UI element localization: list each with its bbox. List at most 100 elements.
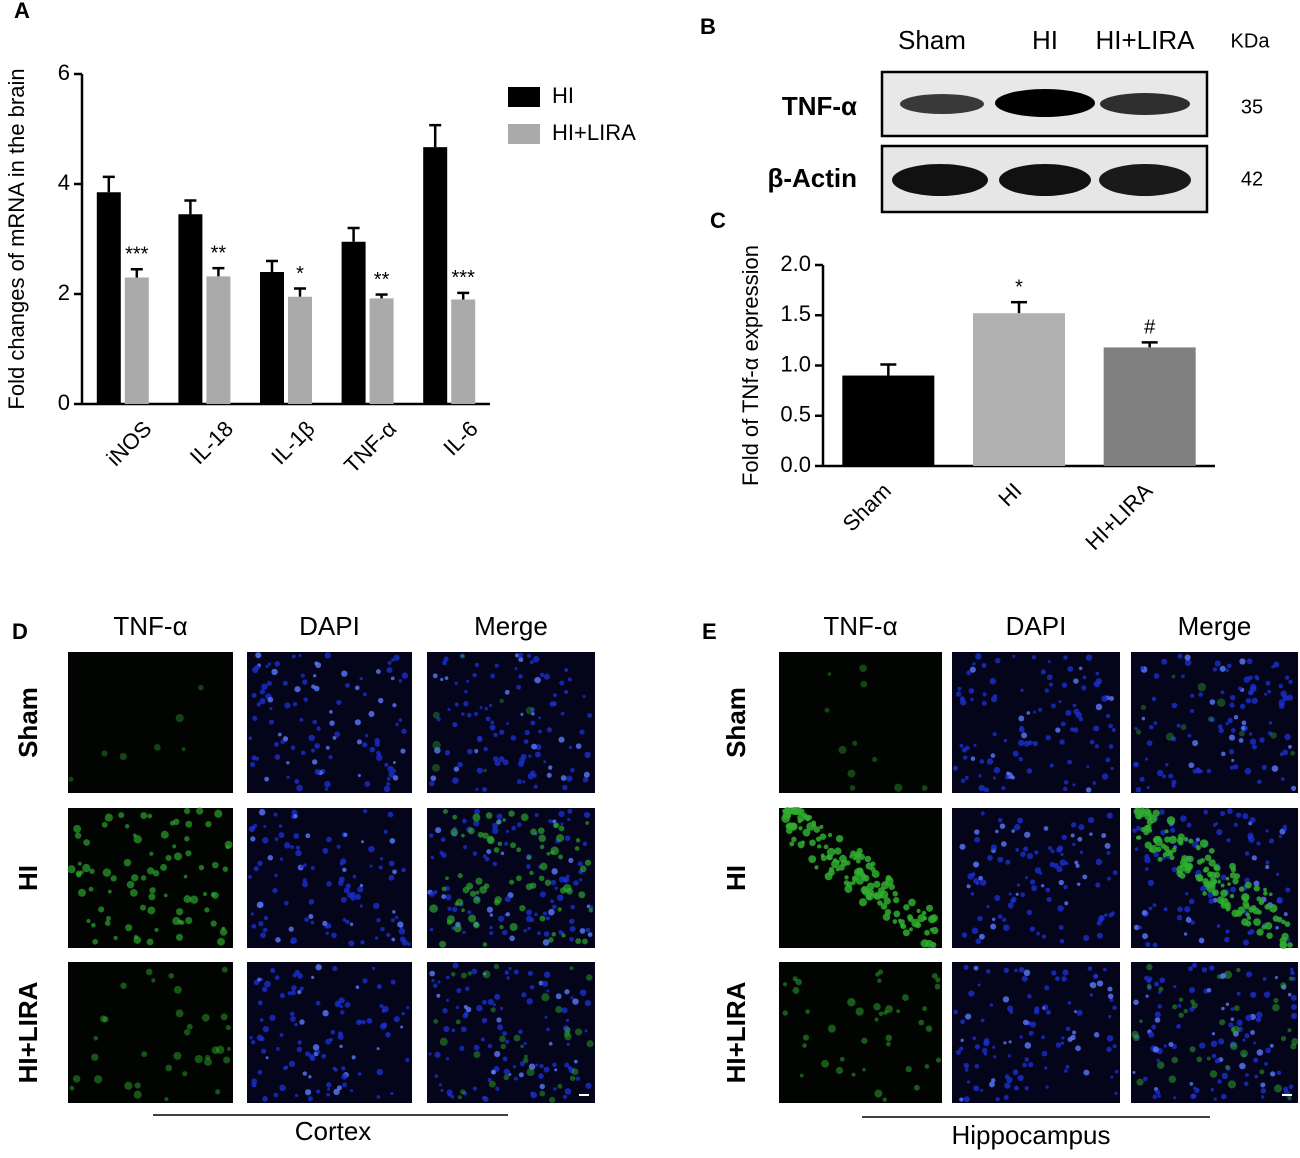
nucleus — [294, 779, 300, 785]
nucleus — [381, 1009, 386, 1013]
stain — [1229, 862, 1236, 870]
stain — [140, 875, 147, 881]
nucleus — [376, 1068, 384, 1076]
nucleus — [497, 1024, 504, 1031]
nucleus — [502, 929, 508, 936]
nucleus — [1157, 1004, 1162, 1009]
nucleus — [533, 773, 537, 778]
nucleus — [261, 1048, 267, 1054]
nucleus — [1206, 987, 1212, 993]
stain — [896, 1009, 901, 1014]
nucleus — [1039, 871, 1043, 875]
nucleus — [464, 986, 470, 991]
stain — [149, 887, 156, 894]
nucleus — [489, 925, 493, 930]
y-tick-label: 1.5 — [780, 301, 811, 326]
nucleus — [267, 854, 274, 861]
stain — [544, 879, 552, 886]
nucleus — [284, 900, 289, 906]
nucleus — [1096, 920, 1102, 926]
nucleus — [1107, 876, 1112, 881]
stain — [149, 851, 154, 856]
stain — [880, 881, 890, 890]
nucleus — [1147, 879, 1155, 886]
nucleus — [1212, 823, 1217, 827]
nucleus — [1044, 1066, 1048, 1070]
stain — [1256, 909, 1262, 915]
nucleus — [376, 917, 381, 923]
nucleus — [990, 923, 997, 930]
nucleus — [1085, 654, 1093, 661]
nucleus — [514, 653, 520, 658]
stain — [1270, 732, 1277, 739]
nucleus — [965, 1013, 972, 1020]
nucleus — [1244, 767, 1252, 775]
stain — [871, 870, 880, 878]
stain — [858, 898, 868, 907]
nucleus — [1159, 977, 1166, 984]
stain — [817, 844, 822, 849]
stain — [849, 785, 856, 791]
nucleus — [1153, 851, 1159, 858]
stain — [432, 740, 441, 750]
nucleus — [336, 699, 342, 706]
nucleus — [1170, 827, 1176, 833]
nucleus — [376, 1095, 381, 1099]
nucleus — [582, 776, 589, 783]
stain — [1136, 835, 1142, 840]
nucleus — [562, 1094, 568, 1100]
bar — [260, 272, 284, 404]
stain — [69, 1085, 75, 1091]
nucleus — [434, 1051, 441, 1058]
nucleus — [1018, 756, 1023, 762]
stain — [196, 807, 204, 815]
nucleus — [506, 976, 510, 980]
stain — [173, 852, 183, 861]
nucleus — [392, 775, 399, 781]
stain — [429, 904, 438, 913]
nucleus — [500, 851, 505, 856]
nucleus — [1057, 845, 1064, 852]
nucleus — [1144, 757, 1149, 761]
nucleus — [587, 932, 593, 937]
nucleus — [554, 886, 558, 890]
nucleus — [1040, 883, 1045, 888]
stain — [485, 812, 493, 819]
nucleus — [379, 857, 384, 861]
nucleus — [1244, 851, 1250, 856]
stain — [802, 812, 808, 818]
stain — [557, 1083, 563, 1089]
nucleus — [1157, 990, 1162, 995]
nucleus — [462, 1091, 468, 1096]
nucleus — [436, 993, 441, 998]
nucleus — [553, 1087, 557, 1091]
nucleus — [1184, 906, 1191, 913]
stain — [160, 830, 169, 839]
nucleus — [350, 1089, 354, 1093]
nucleus — [990, 753, 996, 758]
nucleus — [533, 784, 538, 789]
nucleus — [1225, 668, 1229, 672]
nucleus — [429, 833, 434, 838]
nucleus — [977, 983, 981, 987]
stain — [1264, 922, 1273, 930]
nucleus — [1165, 763, 1169, 767]
stain — [1156, 1061, 1165, 1070]
nucleus — [1078, 717, 1084, 722]
nucleus — [391, 937, 396, 942]
stain — [1256, 928, 1264, 936]
nucleus — [1092, 781, 1097, 785]
stain — [160, 863, 168, 871]
stain — [519, 905, 526, 912]
nucleus — [332, 1066, 337, 1071]
nucleus — [989, 678, 997, 685]
nucleus — [401, 672, 409, 679]
stain — [1244, 881, 1252, 889]
nucleus — [316, 1050, 321, 1054]
nucleus — [959, 1097, 964, 1102]
nucleus — [510, 735, 517, 741]
nucleus — [378, 865, 383, 870]
stain — [493, 963, 500, 970]
stain — [148, 893, 156, 901]
nucleus — [516, 779, 522, 785]
